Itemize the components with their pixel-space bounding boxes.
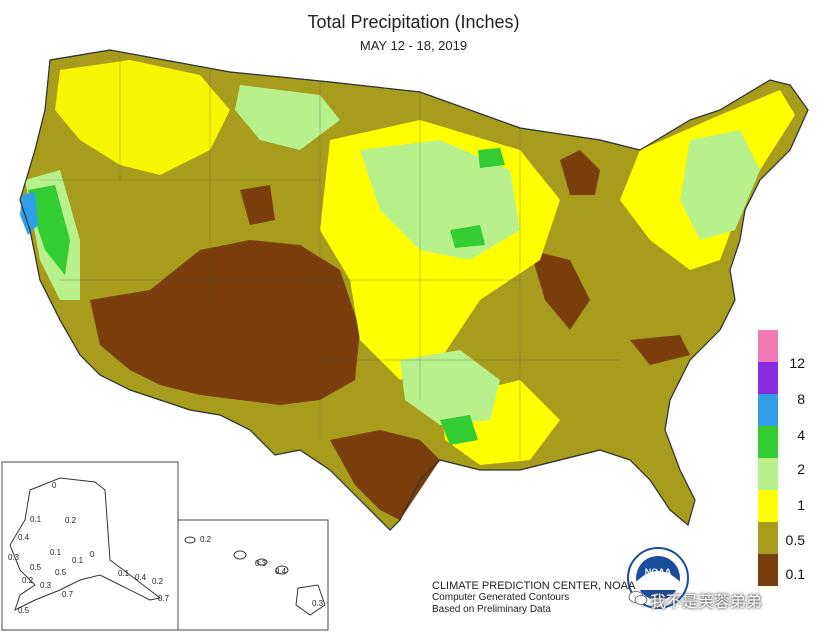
southeast-dry-region [530,250,590,330]
alaska-label: 0.2 [22,576,34,585]
hawaii-label: 0.3 [255,559,267,568]
northwest-wet-region [55,60,230,175]
alaska-label: 0 [52,481,57,490]
alaska-label: 0.1 [72,556,84,565]
noaa-logo: NOAA [627,547,689,609]
watermark-text: 我不是芙蓉弟弟 [650,592,763,611]
conus-outline [19,49,809,531]
texas-green [440,415,478,445]
alaska-label: 0.7 [62,590,74,599]
alaska-labels: 0 0.1 0.2 0.4 0.3 0.1 0.5 0.1 0.2 0.5 0.… [8,481,170,615]
wyoming-dry-region [240,185,275,225]
credits-block: CLIMATE PREDICTION CENTER, NOAA Computer… [432,580,635,616]
map-title: Total Precipitation (Inches) [307,12,520,32]
legend-label-8: 8 [797,391,805,407]
alaska-label: 0.3 [40,581,52,590]
alaska-label: 0 [90,550,95,559]
hawaii-label: 0.3 [312,599,324,608]
hawaii-label: 0.2 [200,535,212,544]
legend-swatch-2 [758,458,778,490]
alaska-label: 0.4 [18,533,30,542]
credits-line: CLIMATE PREDICTION CENTER, NOAA [432,580,636,592]
alaska-label: 0.5 [55,568,67,577]
legend-swatches [758,330,778,586]
credits-line: Computer Generated Contours [432,592,570,603]
california-blue [20,192,38,235]
map-subtitle: MAY 12 - 18, 2019 [359,38,468,53]
state-borders [40,55,620,460]
alaska-label: 0.1 [50,548,62,557]
legend-label-01: 0.1 [785,566,805,582]
credits-line: Based on Preliminary Data [432,604,551,615]
alaska-outline [9,477,162,611]
oklahoma-light-green [400,350,500,425]
legend-label-12: 12 [789,355,805,371]
iowa-green [450,225,485,248]
texas-dry-region [330,430,440,520]
california-green [28,185,70,275]
wechat-icon [628,591,648,605]
legend-swatch-05 [758,522,778,554]
legend-swatch-01 [758,554,778,586]
southwest-dry-region [90,240,360,405]
legend-swatch-8 [758,394,778,426]
legend-label-2: 2 [797,461,805,477]
alaska-label: 0.2 [152,577,164,586]
minnesota-green [478,148,505,168]
hawaii-labels: 0.2 0.3 0.4 0.3 [200,535,324,608]
svg-text:NOAA: NOAA [645,567,672,577]
alaska-label: 0.2 [65,516,77,525]
legend-swatch-4 [758,426,778,458]
legend-swatch-top [758,330,778,362]
northeast-light-green [680,130,760,240]
hawaii-islands [184,536,326,616]
alaska-inset-frame [1,461,179,631]
legend-swatch-1 [758,490,778,522]
alaska-label: 0.1 [118,569,130,578]
alaska-label: 0.3 [8,553,20,562]
alaska-label: 0.7 [158,594,170,603]
michigan-dry-region [560,150,600,195]
alaska-label: 0.1 [30,515,42,524]
carolina-dry-region [630,335,690,365]
legend-label-4: 4 [797,427,805,443]
hawaii-label: 0.4 [275,567,287,576]
alaska-label: 0.5 [18,606,30,615]
hawaii-inset-frame [177,519,329,631]
alaska-label: 0.4 [135,573,147,582]
north-plains-light-green [235,85,340,150]
legend-label-05: 0.5 [785,532,805,548]
alaska-label: 0.5 [30,563,42,572]
legend-label-1: 1 [797,497,805,513]
legend-swatch-12 [758,362,778,394]
